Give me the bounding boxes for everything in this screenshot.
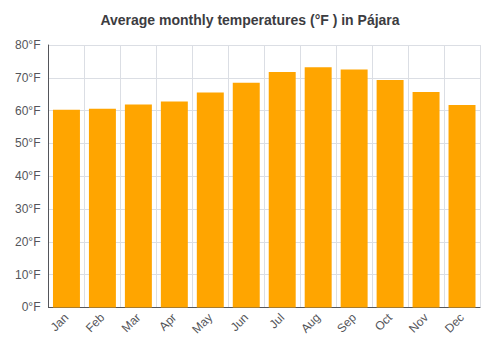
svg-text:Jul: Jul <box>266 311 287 332</box>
svg-text:Jun: Jun <box>228 311 252 335</box>
svg-text:40°F: 40°F <box>15 169 40 183</box>
svg-text:10°F: 10°F <box>15 268 40 282</box>
svg-text:60°F: 60°F <box>15 104 40 118</box>
svg-text:Mar: Mar <box>119 311 144 335</box>
svg-text:Sep: Sep <box>334 310 359 335</box>
svg-text:50°F: 50°F <box>15 136 40 150</box>
svg-text:20°F: 20°F <box>15 235 40 249</box>
svg-text:Nov: Nov <box>406 311 431 336</box>
svg-text:30°F: 30°F <box>15 202 40 216</box>
svg-text:70°F: 70°F <box>15 71 40 85</box>
svg-text:Apr: Apr <box>156 311 179 334</box>
svg-text:80°F: 80°F <box>15 38 40 52</box>
svg-text:Feb: Feb <box>83 310 108 335</box>
svg-text:May: May <box>189 311 215 337</box>
svg-text:Aug: Aug <box>298 311 323 336</box>
svg-text:Average monthly temperatures (: Average monthly temperatures (°F ) in Pá… <box>100 12 399 28</box>
svg-text:Oct: Oct <box>372 310 396 334</box>
svg-text:0°F: 0°F <box>22 300 41 314</box>
svg-text:Jan: Jan <box>48 311 72 335</box>
svg-text:Dec: Dec <box>442 311 467 336</box>
